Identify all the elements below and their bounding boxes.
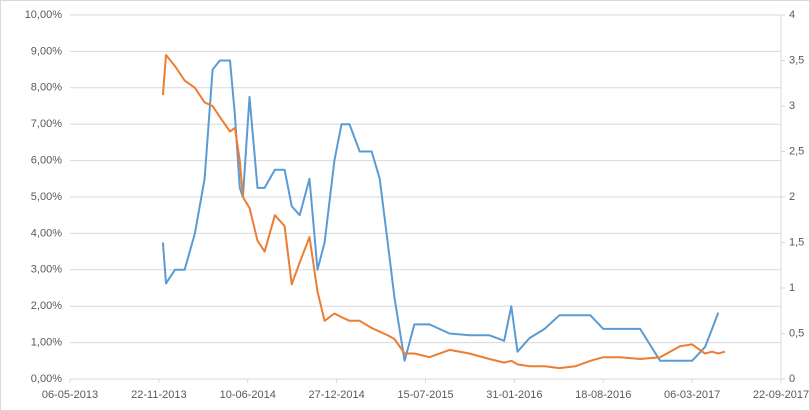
y2-tick-label: 0 bbox=[789, 373, 795, 385]
y-tick-label: 1,00% bbox=[31, 337, 62, 349]
x-tick-label: 10-06-2014 bbox=[220, 389, 276, 401]
x-tick-label: 15-07-2015 bbox=[397, 389, 453, 401]
y-tick-label: 3,00% bbox=[31, 264, 62, 276]
x-tick-label: 06-03-2017 bbox=[664, 389, 720, 401]
y-tick-label: 10,00% bbox=[25, 9, 63, 21]
x-tick-label: 06-05-2013 bbox=[42, 389, 98, 401]
y2-tick-label: 3 bbox=[789, 100, 795, 112]
y2-tick-label: 1,5 bbox=[789, 236, 804, 248]
y-tick-label: 5,00% bbox=[31, 191, 62, 203]
y-tick-label: 6,00% bbox=[31, 155, 62, 167]
y2-tick-label: 0,5 bbox=[789, 327, 804, 339]
y-tick-label: 8,00% bbox=[31, 82, 62, 94]
y2-tick-label: 3,5 bbox=[789, 54, 804, 66]
y2-tick-label: 2,5 bbox=[789, 145, 804, 157]
series-line bbox=[161, 54, 726, 370]
y2-tick-label: 2 bbox=[789, 191, 795, 203]
y-tick-label: 4,00% bbox=[31, 227, 62, 239]
x-tick-label: 22-09-2017 bbox=[753, 389, 809, 401]
x-tick-label: 18-08-2016 bbox=[575, 389, 631, 401]
series-line bbox=[161, 59, 720, 362]
y2-tick-label: 1 bbox=[789, 282, 795, 294]
y-tick-label: 7,00% bbox=[31, 118, 62, 130]
y-tick-label: 0,00% bbox=[31, 373, 62, 385]
y-tick-label: 9,00% bbox=[31, 45, 62, 57]
y-tick-label: 2,00% bbox=[31, 300, 62, 312]
x-tick-label: 31-01-2016 bbox=[486, 389, 542, 401]
x-tick-label: 27-12-2014 bbox=[308, 389, 364, 401]
x-tick-label: 22-11-2013 bbox=[131, 389, 186, 401]
y2-tick-label: 4 bbox=[789, 9, 795, 21]
